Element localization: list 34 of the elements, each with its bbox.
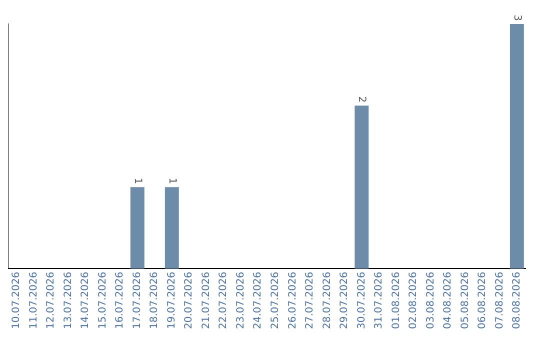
x-tick-label: 06.08.2026 [477,272,488,330]
x-tick-label: 15.07.2026 [97,272,108,330]
x-tick-label: 19.07.2026 [166,272,178,330]
x-tick-label: 28.07.2026 [322,272,333,330]
x-tick-label: 08.08.2026 [512,272,523,330]
x-tick-label: 05.08.2026 [460,272,471,330]
data-label: 2 [356,96,368,103]
x-tick-label: 11.07.2026 [28,272,40,330]
x-tick-label: 31.07.2026 [374,272,385,330]
x-tick-label: 10.07.2026 [11,272,22,330]
x-tick-label: 04.08.2026 [442,272,454,330]
data-label: 3 [511,14,522,21]
x-tick-label: 20.07.2026 [184,272,195,330]
x-tick-label: 26.07.2026 [287,272,298,330]
x-tick-label: 18.07.2026 [149,272,160,330]
x-tick-label: 25.07.2026 [270,272,281,330]
x-tick-label: 22.07.2026 [218,272,230,330]
data-label: 1 [166,178,178,184]
x-tick-label: 12.07.2026 [46,272,57,330]
x-tick-label: 27.07.2026 [304,272,316,330]
data-label: 1 [132,178,143,184]
x-tick-label: 23.07.2026 [235,272,246,330]
x-tick-label: 29.07.2026 [339,272,350,330]
x-tick-label: 16.07.2026 [114,272,126,330]
x-tick-label: 01.08.2026 [390,272,402,330]
x-tick-label: 30.07.2026 [356,272,368,330]
x-tick-label: 21.07.2026 [200,272,212,330]
x-tick-label: 07.08.2026 [494,272,506,330]
x-tick-label: 14.07.2026 [80,272,92,330]
x-tick-label: 17.07.2026 [132,272,143,330]
x-tick-label: 24.07.2026 [252,272,264,330]
x-tick-label: 03.08.2026 [425,272,436,330]
x-tick-label: 02.08.2026 [408,272,420,330]
x-tick-label: 13.07.2026 [62,272,74,330]
